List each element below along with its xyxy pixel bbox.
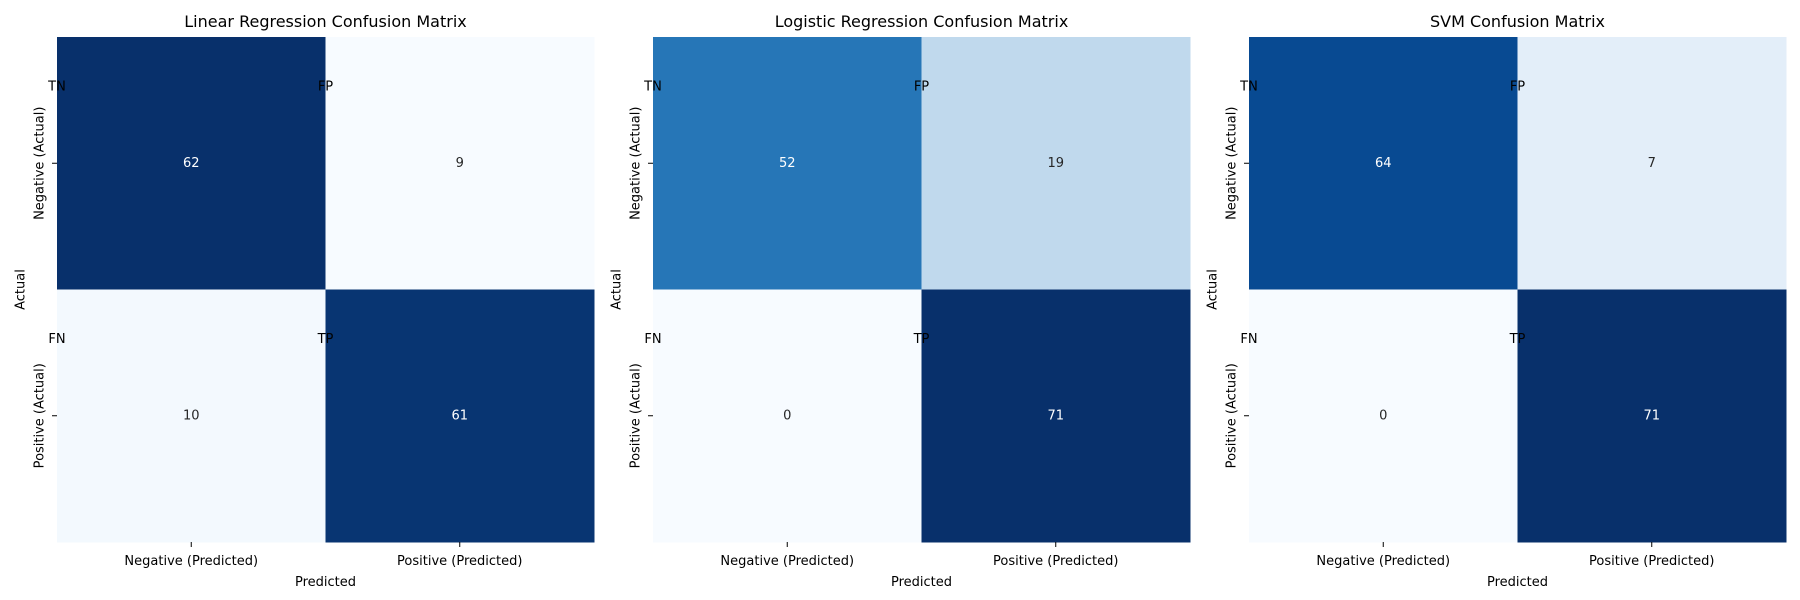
chart-title: SVM Confusion Matrix bbox=[1430, 12, 1605, 31]
x-tick-label: Positive (Predicted) bbox=[397, 554, 522, 569]
cell-tag-label: TN bbox=[1239, 80, 1258, 95]
cell-tag-label: TN bbox=[643, 80, 662, 95]
cell-tag-label: TP bbox=[1509, 332, 1526, 347]
x-tick-label: Negative (Predicted) bbox=[720, 554, 854, 569]
y-tick-label: Negative (Actual) bbox=[1225, 107, 1240, 220]
y-tick-label: Positive (Actual) bbox=[629, 363, 644, 468]
x-tick-label: Positive (Predicted) bbox=[1589, 554, 1714, 569]
cell-value-label: 7 bbox=[1648, 156, 1656, 171]
heatmap-cell bbox=[325, 289, 595, 543]
cell-tag-label: TP bbox=[317, 332, 334, 347]
heatmap-cell bbox=[1517, 37, 1787, 290]
cell-value-label: 0 bbox=[783, 408, 791, 423]
heatmap-cell bbox=[1249, 289, 1518, 543]
y-axis-label: Actual bbox=[14, 269, 29, 310]
cell-value-label: 71 bbox=[1643, 408, 1660, 423]
cell-value-label: 64 bbox=[1375, 156, 1392, 171]
heatmap-cell bbox=[921, 289, 1191, 543]
cell-value-label: 9 bbox=[456, 156, 464, 171]
cell-value-label: 71 bbox=[1047, 408, 1064, 423]
heatmap-cell bbox=[1517, 289, 1787, 543]
heatmap-cell bbox=[57, 37, 326, 290]
cell-tag-label: TN bbox=[47, 80, 66, 95]
y-tick-label: Positive (Actual) bbox=[33, 363, 48, 468]
y-axis-label: Actual bbox=[1206, 269, 1221, 310]
cell-tag-label: TP bbox=[913, 332, 930, 347]
x-axis-label: Predicted bbox=[891, 575, 952, 590]
cell-value-label: 10 bbox=[183, 408, 200, 423]
cell-tag-label: FP bbox=[914, 80, 929, 95]
heatmap-cell bbox=[325, 37, 595, 290]
x-tick-label: Negative (Predicted) bbox=[124, 554, 258, 569]
cell-value-label: 0 bbox=[1379, 408, 1387, 423]
cell-value-label: 62 bbox=[183, 156, 200, 171]
chart-title: Logistic Regression Confusion Matrix bbox=[775, 12, 1069, 31]
heatmap-cell bbox=[653, 289, 922, 543]
y-tick-label: Negative (Actual) bbox=[33, 107, 48, 220]
x-tick-label: Negative (Predicted) bbox=[1316, 554, 1450, 569]
y-axis-label: Actual bbox=[610, 269, 625, 310]
x-axis-label: Predicted bbox=[1487, 575, 1548, 590]
x-axis-label: Predicted bbox=[295, 575, 356, 590]
heatmap-cell bbox=[921, 37, 1191, 290]
chart-title: Linear Regression Confusion Matrix bbox=[184, 12, 466, 31]
heatmap-cell bbox=[653, 37, 922, 290]
cell-tag-label: FP bbox=[318, 80, 333, 95]
cell-tag-label: FN bbox=[644, 332, 661, 347]
cell-tag-label: FN bbox=[1240, 332, 1257, 347]
cell-tag-label: FP bbox=[1510, 80, 1525, 95]
y-tick-label: Negative (Actual) bbox=[629, 107, 644, 220]
cell-value-label: 52 bbox=[779, 156, 796, 171]
cell-value-label: 61 bbox=[451, 408, 468, 423]
x-tick-label: Positive (Predicted) bbox=[993, 554, 1118, 569]
heatmap-cell bbox=[1249, 37, 1518, 290]
cell-value-label: 19 bbox=[1047, 156, 1064, 171]
cell-tag-label: FN bbox=[48, 332, 65, 347]
heatmap-cell bbox=[57, 289, 326, 543]
y-tick-label: Positive (Actual) bbox=[1225, 363, 1240, 468]
